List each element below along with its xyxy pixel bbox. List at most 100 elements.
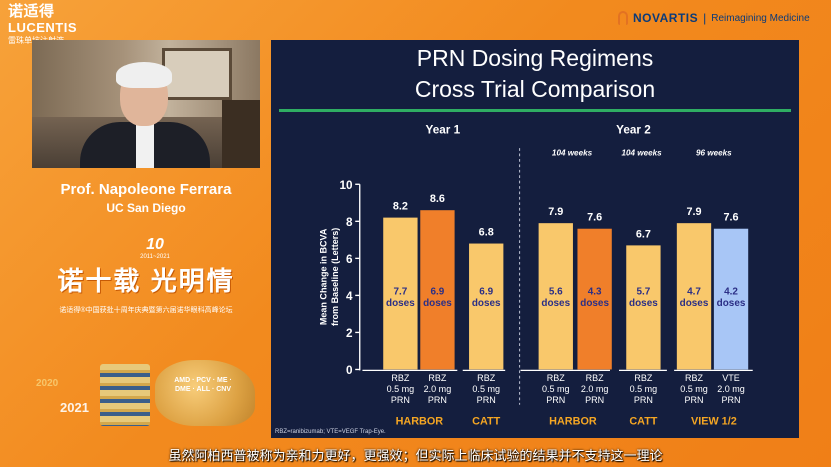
x-tick-dose: 2.0 mg [581,384,609,394]
y-tick-label: 0 [346,364,353,377]
gold-emblem-icon [155,360,255,426]
bar-doses-word: doses [472,298,501,309]
bar-value-label: 6.8 [479,226,494,238]
bar-doses-word: doses [541,298,570,309]
x-tick-dose: 2.0 mg [717,384,745,394]
y-tick-label: 8 [346,216,353,229]
y-axis-label: Mean Change in BCVA [318,228,328,325]
slide-title-line2: Cross Trial Comparison [414,76,656,102]
anniversary-years: 2011~2021 [140,254,170,260]
y-axis-label: from Baseline (Letters) [330,228,340,326]
speaker-video [32,40,260,168]
x-tick-regimen: PRN [634,395,653,405]
trial-group-label: CATT [472,416,500,428]
bar-doses-count: 7.7 [393,286,407,297]
y-tick-label: 6 [346,253,353,266]
x-tick-drug: RBZ [586,373,605,383]
anniversary-number: 10 [146,236,164,253]
x-tick-drug: RBZ [685,373,704,383]
novartis-separator: | [703,11,707,25]
bar [469,243,504,370]
x-tick-regimen: PRN [546,395,565,405]
x-tick-regimen: PRN [684,395,703,405]
bcva-bar-chart: 0 2 4 6 8 10 Mean Change in BCVA from Baseline … [318,124,753,428]
bar-doses-count: 5.6 [549,286,563,297]
bar-doses-word: doses [423,298,452,309]
period-header: Year 1 [426,124,461,137]
logo-latin-text: LUCENTIS [8,20,77,35]
decorative-graphic: 2020 2021 AMD · PCV · ME · DME · ALL · C… [30,360,260,430]
event-title: 诺适得®中国获批十周年庆典暨第六届诺华眼科高峰论坛 [59,307,233,314]
bar-doses-word: doses [680,298,709,309]
lucentis-logo: 诺适得 LUCENTIS 雷珠单抗注射液 [8,3,108,46]
x-tick-drug: RBZ [477,373,496,383]
background-chair [222,100,260,168]
presentation-slide: PRN Dosing Regimens Cross Trial Comparis… [271,40,799,438]
x-tick-dose: 0.5 mg [387,384,415,394]
speaker-name: Prof. Napoleone Ferrara [60,181,232,198]
bar-value-label: 8.2 [393,200,408,212]
x-tick-drug: RBZ [547,373,566,383]
bar-value-label: 8.6 [430,193,445,205]
x-tick-dose: 0.5 mg [472,384,500,394]
event-slogan: 诺十载 光明情 [57,266,235,296]
bar-doses-word: doses [386,298,415,309]
video-subtitle: 虽然阿柏西普被称为亲和力更好，更强效；但实际上临床试验的结果并不支持这一理论 [168,448,663,463]
x-tick-dose: 0.5 mg [630,384,658,394]
bar-doses-count: 4.2 [724,286,738,297]
trial-group-label: CATT [629,416,657,428]
x-tick-drug: RBZ [428,373,447,383]
trial-group-label: HARBOR [396,416,444,428]
period-header: Year 2 [616,124,651,137]
novartis-flame-icon [618,11,628,25]
books-stack-icon [100,364,150,426]
bar-value-label: 7.9 [548,206,563,218]
x-tick-dose: 2.0 mg [424,384,452,394]
slide-footnote: RBZ=ranibizumab; VTE=VEGF Trap-Eye. [275,429,386,435]
anniversary-badge: 10 2011~2021 [125,236,185,260]
bar-doses-word: doses [629,298,658,309]
x-tick-regimen: PRN [722,395,741,405]
deco-year-2021: 2021 [60,400,89,415]
bar-doses-word: doses [580,298,609,309]
x-tick-regimen: PRN [477,395,496,405]
x-tick-regimen: PRN [428,395,447,405]
bar [676,223,712,370]
x-tick-dose: 0.5 mg [680,384,708,394]
bar-doses-count: 4.3 [588,286,602,297]
speaker-affiliation: UC San Diego [106,201,186,215]
x-tick-dose: 0.5 mg [542,384,570,394]
bar [713,228,749,370]
x-tick-drug: RBZ [634,373,653,383]
logo-main-text: 诺适得 [8,3,55,20]
trial-group-label: VIEW 1/2 [691,416,737,428]
bar [538,223,573,370]
title-divider [279,109,791,112]
y-tick-label: 4 [346,290,353,303]
x-tick-regimen: PRN [585,395,604,405]
bar [626,245,661,370]
slide-title-line1: PRN Dosing Regimens [416,45,654,71]
bar-doses-count: 6.9 [479,286,493,297]
bar-doses-count: 4.7 [687,286,701,297]
y-tick-label: 2 [346,327,353,340]
bar-value-label: 7.6 [587,212,602,224]
bar-doses-count: 5.7 [637,286,651,297]
bar-value-label: 7.9 [686,206,701,218]
deco-year-2020: 2020 [36,378,59,389]
background-window [162,48,232,100]
novartis-tagline: Reimagining Medicine [711,12,810,24]
novartis-name: NOVARTIS [633,11,699,25]
bar-value-label: 6.7 [636,228,651,240]
bar [420,210,455,370]
x-tick-drug: RBZ [391,373,410,383]
bar [577,228,612,370]
week-note: 104 weeks [621,148,662,157]
y-tick-label: 10 [339,179,353,192]
x-tick-drug: VTE [722,373,740,383]
bar-doses-count: 6.9 [431,286,445,297]
x-tick-regimen: PRN [391,395,410,405]
week-note: 96 weeks [696,148,732,157]
bar-value-label: 7.6 [724,212,739,224]
novartis-branding: NOVARTIS | Reimagining Medicine [618,10,810,26]
